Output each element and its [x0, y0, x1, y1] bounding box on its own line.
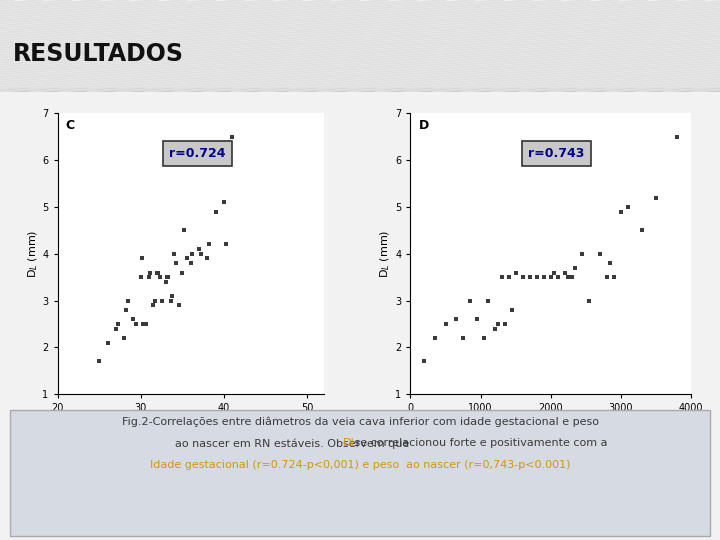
Point [195, 249, 207, 258]
Point [218, 198, 230, 207]
Text: C: C [66, 119, 75, 132]
Point [605, 259, 616, 267]
Point [650, 193, 662, 202]
Point [112, 320, 124, 328]
Point [186, 249, 198, 258]
Point [566, 273, 577, 281]
Point [163, 273, 174, 281]
Point [144, 268, 156, 277]
Point [170, 259, 181, 267]
Bar [0, 88, 720, 92]
Point [157, 296, 168, 305]
Point [153, 268, 164, 277]
Point [167, 292, 179, 300]
Point [492, 320, 504, 328]
Point [138, 320, 149, 328]
Point [152, 268, 163, 277]
Point [472, 315, 483, 323]
Point [538, 273, 549, 281]
Point [130, 320, 142, 328]
Text: r=0.724: r=0.724 [169, 147, 226, 160]
Point [464, 296, 476, 305]
FancyBboxPatch shape [10, 410, 710, 536]
Point [562, 273, 574, 281]
Point [601, 273, 613, 281]
Point [636, 226, 648, 235]
Point [194, 245, 205, 253]
Point [559, 268, 570, 277]
Point [608, 273, 620, 281]
Point [489, 325, 500, 333]
Text: D: D [419, 119, 429, 132]
Point [440, 320, 451, 328]
Point [545, 273, 557, 281]
Text: Fig.2-Correlações entre diâmetros da veia cava inferior com idade gestacional e : Fig.2-Correlações entre diâmetros da vei… [122, 416, 598, 427]
Point [594, 249, 606, 258]
Point [127, 315, 138, 323]
Point [136, 254, 148, 263]
Point [517, 273, 528, 281]
Point [496, 273, 508, 281]
Point [524, 273, 536, 281]
Point [176, 268, 188, 277]
Point [227, 132, 238, 141]
Y-axis label: D$_L$ (mm): D$_L$ (mm) [26, 230, 40, 278]
Point [506, 306, 518, 314]
Point [143, 273, 155, 281]
Point [419, 357, 431, 366]
Point [210, 207, 222, 216]
Point [584, 296, 595, 305]
Point [161, 273, 172, 281]
Point [160, 278, 171, 286]
Point [552, 273, 564, 281]
Text: se correlacionou forte e positivamente com a: se correlacionou forte e positivamente c… [351, 438, 608, 448]
Point [140, 320, 152, 328]
Point [135, 273, 147, 281]
Point [615, 207, 626, 216]
Point [94, 357, 105, 366]
Point [500, 320, 511, 328]
Point [570, 264, 581, 272]
Point [122, 296, 134, 305]
Text: ao nascer em RN estáveis. Observem que: ao nascer em RN estáveis. Observem que [175, 438, 413, 449]
Point [147, 301, 158, 309]
Point [174, 301, 185, 309]
Text: DL: DL [343, 438, 358, 448]
Text: Idade gestacional (r=0.724-p<0,001) e peso  ao nascer (r=0,743-p<0.001): Idade gestacional (r=0.724-p<0,001) e pe… [150, 460, 570, 470]
Point [181, 254, 193, 263]
Point [457, 334, 469, 342]
Point [203, 240, 215, 249]
Point [503, 273, 514, 281]
Point [149, 296, 161, 305]
Point [102, 339, 113, 347]
Point [120, 306, 132, 314]
Point [482, 296, 493, 305]
Point [220, 240, 232, 249]
Point [549, 268, 560, 277]
Point [577, 249, 588, 258]
Point [154, 273, 166, 281]
Point [510, 268, 521, 277]
Point [168, 249, 180, 258]
Point [429, 334, 441, 342]
Text: r=0.743: r=0.743 [528, 147, 585, 160]
Point [118, 334, 130, 342]
Text: RESULTADOS: RESULTADOS [13, 42, 184, 66]
Point [531, 273, 543, 281]
Point [110, 325, 122, 333]
Point [478, 334, 490, 342]
Point [202, 254, 213, 263]
Y-axis label: D$_L$ (mm): D$_L$ (mm) [379, 230, 392, 278]
Point [450, 315, 462, 323]
Point [622, 202, 634, 211]
Point [671, 132, 683, 141]
X-axis label: GA (weeks): GA (weeks) [159, 416, 222, 426]
Point [179, 226, 190, 235]
Point [185, 259, 197, 267]
Point [165, 296, 176, 305]
X-axis label: BW (g): BW (g) [532, 416, 570, 426]
